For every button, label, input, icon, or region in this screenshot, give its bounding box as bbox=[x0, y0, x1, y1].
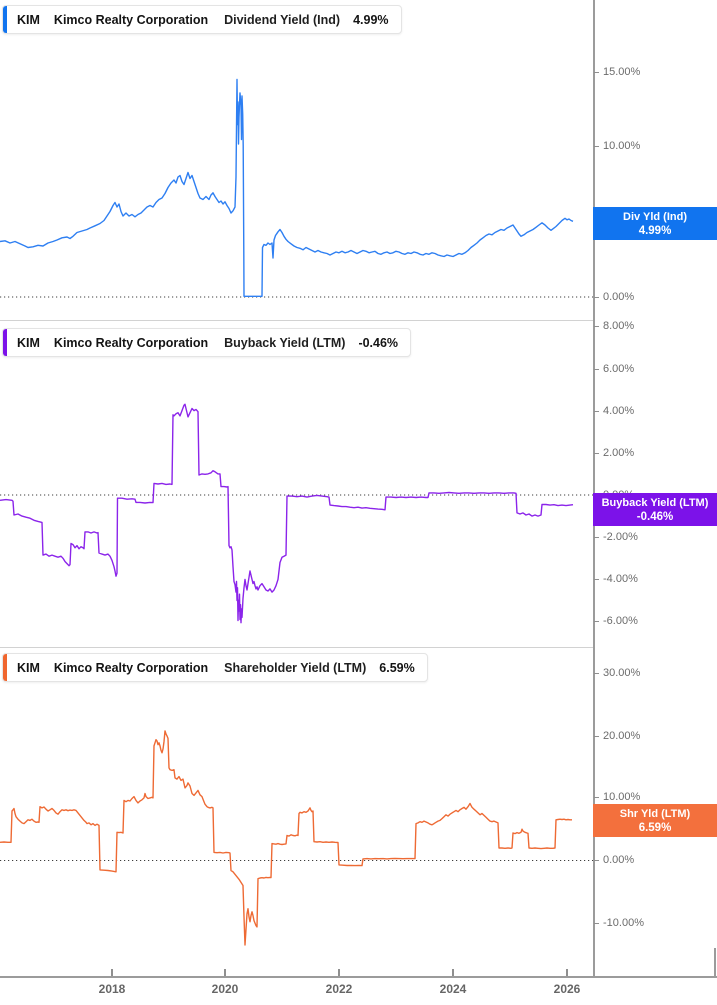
y-axis-tick bbox=[594, 326, 599, 327]
x-axis-year-label: 2024 bbox=[439, 982, 467, 996]
y-axis-tick bbox=[594, 673, 599, 674]
right-value-label-buyback-yld[interactable]: Buyback Yield (LTM) -0.46% bbox=[593, 493, 717, 526]
y-axis-tick bbox=[594, 579, 599, 580]
right-value-label-shr-yld[interactable]: Shr Yld (LTM) 6.59% bbox=[593, 804, 717, 837]
y-axis-tick-label: 10.00% bbox=[603, 791, 641, 803]
y-axis-tick-label: 0.00% bbox=[603, 291, 635, 303]
value-label-value: 6.59% bbox=[638, 821, 672, 834]
metric-value: -0.46% bbox=[358, 335, 399, 350]
y-axis-tick bbox=[594, 453, 599, 454]
y-axis-tick bbox=[594, 537, 599, 538]
y-axis-tick bbox=[594, 146, 599, 147]
x-axis-year-label: 2026 bbox=[553, 982, 581, 996]
y-axis-tick-label: -6.00% bbox=[603, 615, 638, 627]
series-line-0 bbox=[0, 78, 574, 297]
ticker-symbol: KIM bbox=[17, 12, 40, 27]
value-label-metric: Div Yld (Ind) bbox=[623, 210, 687, 223]
x-axis-line bbox=[0, 976, 717, 978]
panel-separator bbox=[0, 647, 593, 648]
y-axis-tick-label: 8.00% bbox=[603, 320, 635, 332]
y-axis-tick-label: 20.00% bbox=[603, 730, 641, 742]
value-label-value: -0.46% bbox=[636, 510, 674, 523]
series-header-dividend-yield[interactable]: KIM Kimco Realty Corporation Dividend Yi… bbox=[2, 5, 402, 34]
y-axis-tick bbox=[594, 923, 599, 924]
y-axis-tick-label: 10.00% bbox=[603, 140, 641, 152]
metric-value: 6.59% bbox=[379, 660, 415, 675]
ticker-symbol: KIM bbox=[17, 660, 40, 675]
company-name: Kimco Realty Corporation bbox=[53, 335, 209, 350]
series-header-shareholder-yield[interactable]: KIM Kimco Realty Corporation Shareholder… bbox=[2, 653, 428, 682]
y-axis-tick bbox=[594, 411, 599, 412]
company-name: Kimco Realty Corporation bbox=[53, 12, 209, 27]
y-axis-tick-label: -4.00% bbox=[603, 573, 638, 585]
y-axis-tick-label: 4.00% bbox=[603, 405, 635, 417]
x-axis-tick bbox=[566, 969, 568, 976]
axis-corner-line bbox=[714, 948, 716, 977]
right-value-label-div-yld[interactable]: Div Yld (Ind) 4.99% bbox=[593, 207, 717, 240]
line-chart-canvas[interactable] bbox=[0, 0, 593, 977]
y-axis-tick bbox=[594, 736, 599, 737]
y-axis-tick-label: 2.00% bbox=[603, 447, 635, 459]
x-axis-tick bbox=[111, 969, 113, 976]
x-axis-tick bbox=[338, 969, 340, 976]
y-axis-tick bbox=[594, 369, 599, 370]
x-axis-year-label: 2020 bbox=[211, 982, 239, 996]
y-axis-tick-label: -2.00% bbox=[603, 531, 638, 543]
company-name: Kimco Realty Corporation bbox=[53, 660, 209, 675]
metric-name: Shareholder Yield (LTM) bbox=[224, 660, 367, 675]
y-axis-tick-label: 6.00% bbox=[603, 363, 635, 375]
series-header-buyback-yield[interactable]: KIM Kimco Realty Corporation Buyback Yie… bbox=[2, 328, 412, 357]
y-axis-tick-label: -10.00% bbox=[603, 917, 644, 929]
value-label-metric: Shr Yld (LTM) bbox=[619, 807, 691, 820]
metric-name: Dividend Yield (Ind) bbox=[224, 12, 341, 27]
y-axis-tick bbox=[594, 297, 599, 298]
series-accent-bar bbox=[3, 6, 7, 33]
y-axis-tick bbox=[594, 860, 599, 861]
x-axis-year-label: 2018 bbox=[98, 982, 126, 996]
y-axis-tick-label: 0.00% bbox=[603, 854, 635, 866]
series-accent-bar bbox=[3, 654, 7, 681]
y-axis-tick bbox=[594, 621, 599, 622]
series-line-2 bbox=[0, 730, 572, 946]
x-axis-tick bbox=[452, 969, 454, 976]
y-axis-tick bbox=[594, 72, 599, 73]
panel-separator bbox=[0, 320, 593, 321]
metric-value: 4.99% bbox=[353, 12, 389, 27]
y-axis-tick-label: 15.00% bbox=[603, 66, 641, 78]
y-axis-line bbox=[593, 0, 595, 977]
metric-name: Buyback Yield (LTM) bbox=[224, 335, 346, 350]
x-axis-year-label: 2022 bbox=[325, 982, 353, 996]
value-label-metric: Buyback Yield (LTM) bbox=[601, 496, 709, 509]
series-line-1 bbox=[0, 403, 574, 624]
y-axis-tick-label: 30.00% bbox=[603, 667, 641, 679]
ticker-symbol: KIM bbox=[17, 335, 40, 350]
x-axis-tick bbox=[224, 969, 226, 976]
value-label-value: 4.99% bbox=[638, 224, 672, 237]
series-accent-bar bbox=[3, 329, 7, 356]
y-axis-tick bbox=[594, 797, 599, 798]
